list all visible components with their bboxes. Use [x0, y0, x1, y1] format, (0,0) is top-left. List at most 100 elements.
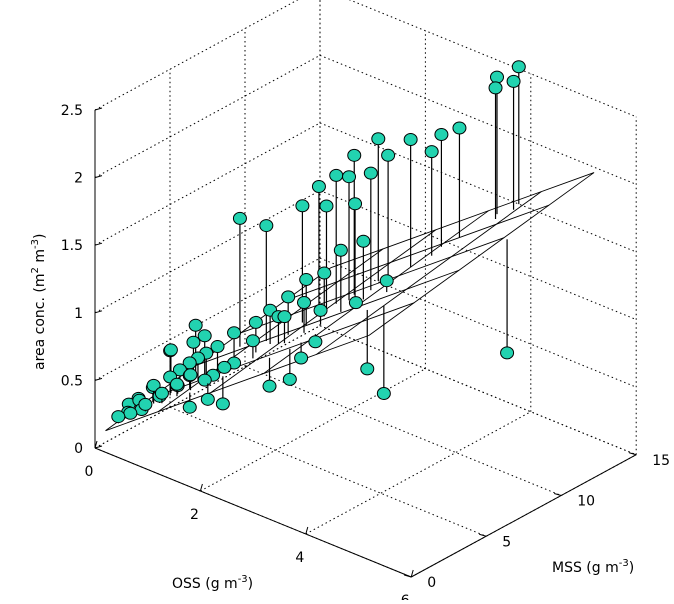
left-wall-grid-line	[94, 54, 321, 179]
x-axis-label: OSS (g m-3)	[172, 574, 253, 592]
y-tick	[479, 533, 487, 537]
data-point	[248, 315, 263, 329]
x-tick-label: 2	[190, 507, 199, 523]
plane-grid-line	[105, 334, 370, 432]
x-tick-label: 6	[401, 593, 410, 600]
data-point	[183, 368, 198, 382]
back-wall-grid-line	[319, 122, 637, 253]
z-tick	[94, 445, 103, 449]
x-tick	[199, 483, 203, 492]
x-axis-line	[94, 447, 412, 578]
data-point	[169, 377, 184, 391]
data-point	[434, 128, 449, 142]
data-point	[488, 81, 503, 95]
points-layer	[111, 60, 526, 424]
data-point	[123, 406, 138, 420]
data-point	[146, 378, 161, 392]
data-point	[299, 273, 314, 287]
z-tick-label: 0	[74, 441, 83, 457]
z-tick	[94, 107, 103, 111]
data-point	[277, 310, 292, 324]
data-point	[371, 132, 386, 146]
data-point	[294, 351, 309, 365]
z-tick	[94, 175, 103, 179]
axes-layer: 0 0.5 1 1.5 2 2.5 0 2 4 6 0 5 10 15	[61, 103, 670, 604]
left-wall-grid-line	[94, 122, 321, 246]
data-point	[259, 219, 274, 233]
z-tick-label: 1.5	[61, 238, 83, 254]
grid-layer	[94, 0, 637, 578]
data-point	[313, 303, 328, 317]
z-tick	[94, 377, 103, 381]
z-tick	[94, 242, 103, 246]
data-point	[232, 211, 247, 225]
floor-grid-line	[169, 406, 487, 537]
y-tick	[404, 574, 412, 578]
data-point	[308, 335, 323, 349]
data-point	[317, 266, 332, 280]
data-point	[319, 199, 334, 213]
data-point	[186, 335, 201, 349]
plane-grid-line	[157, 248, 384, 412]
back-wall-grid-line	[319, 54, 637, 185]
data-point	[452, 121, 467, 135]
data-point	[347, 148, 362, 162]
data-point	[297, 296, 312, 310]
data-point	[506, 74, 521, 88]
y-tick	[554, 493, 562, 496]
data-point	[381, 148, 396, 162]
data-point	[227, 326, 242, 340]
data-point	[282, 372, 297, 386]
x-tick	[410, 569, 414, 578]
z-tick-label: 0.5	[61, 373, 83, 389]
data-point	[245, 334, 260, 348]
data-point	[333, 243, 348, 257]
plane-grid-line	[316, 191, 542, 355]
data-point	[356, 234, 371, 248]
x-tick-label: 4	[295, 550, 304, 566]
data-point	[111, 410, 126, 424]
left-wall-grid-line	[94, 0, 299, 111]
data-point	[295, 199, 310, 213]
floor-grid-line	[305, 411, 532, 535]
plane-grid-line	[285, 204, 550, 301]
plane-grid-line	[330, 172, 595, 269]
data-point	[360, 362, 375, 376]
data-point	[376, 386, 391, 400]
back-wall-grid-line	[319, 257, 637, 388]
y-tick-label: 10	[577, 494, 595, 510]
data-point	[197, 329, 212, 343]
data-point	[215, 397, 230, 411]
plane-grid-line	[150, 302, 415, 399]
data-point	[363, 166, 378, 180]
data-point	[348, 197, 363, 211]
z-tick	[94, 310, 103, 314]
data-point	[511, 60, 526, 74]
z-axis-label: area conc. (m2 m-3)	[30, 234, 48, 370]
z-tick-label: 2.5	[61, 103, 83, 119]
data-point	[262, 379, 277, 393]
plane-grid-line	[195, 269, 460, 366]
data-point	[379, 274, 394, 288]
data-point	[200, 392, 215, 406]
floor-grid-line	[244, 366, 562, 496]
floor-grid-line	[200, 368, 426, 492]
data-point	[329, 168, 344, 182]
back-wall-grid-line	[319, 325, 637, 456]
data-point	[217, 360, 232, 374]
labels-layer: OSS (g m-3) MSS (g m-3) area conc. (m2 m…	[30, 234, 634, 592]
data-point	[500, 346, 515, 360]
z-tick-label: 1	[74, 306, 83, 322]
data-point	[489, 70, 504, 84]
y-tick-label: 15	[652, 453, 670, 469]
data-point	[424, 145, 439, 159]
plane-grid-line	[368, 172, 595, 336]
x-tick	[305, 526, 309, 535]
x-tick	[94, 440, 98, 449]
data-point	[138, 397, 153, 411]
back-wall-grid-line	[348, 0, 637, 118]
data-point	[342, 170, 357, 184]
data-point	[154, 386, 169, 400]
